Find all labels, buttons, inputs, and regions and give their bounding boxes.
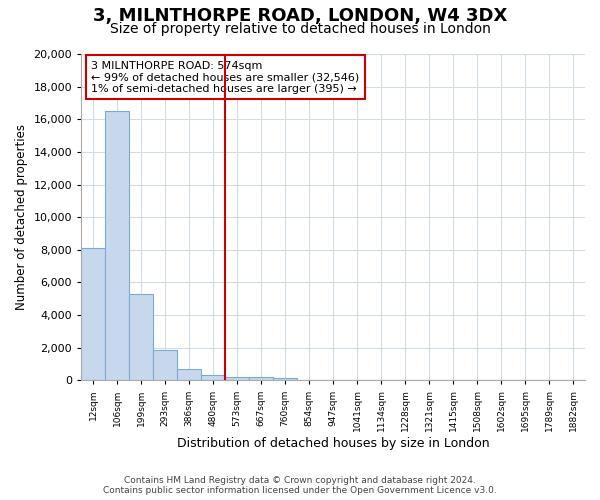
Bar [177,368,201,380]
Bar [201,375,225,380]
Text: Contains HM Land Registry data © Crown copyright and database right 2024.
Contai: Contains HM Land Registry data © Crown c… [103,476,497,495]
Text: 3 MILNTHORPE ROAD: 574sqm
← 99% of detached houses are smaller (32,546)
1% of se: 3 MILNTHORPE ROAD: 574sqm ← 99% of detac… [91,60,359,94]
Bar [249,377,273,380]
X-axis label: Distribution of detached houses by size in London: Distribution of detached houses by size … [177,437,490,450]
Bar [225,377,249,380]
Bar [105,111,129,380]
Text: 3, MILNTHORPE ROAD, LONDON, W4 3DX: 3, MILNTHORPE ROAD, LONDON, W4 3DX [93,8,507,26]
Bar [273,378,297,380]
Text: Size of property relative to detached houses in London: Size of property relative to detached ho… [110,22,490,36]
Y-axis label: Number of detached properties: Number of detached properties [15,124,28,310]
Bar [129,294,153,380]
Bar [81,248,105,380]
Bar [153,350,177,380]
